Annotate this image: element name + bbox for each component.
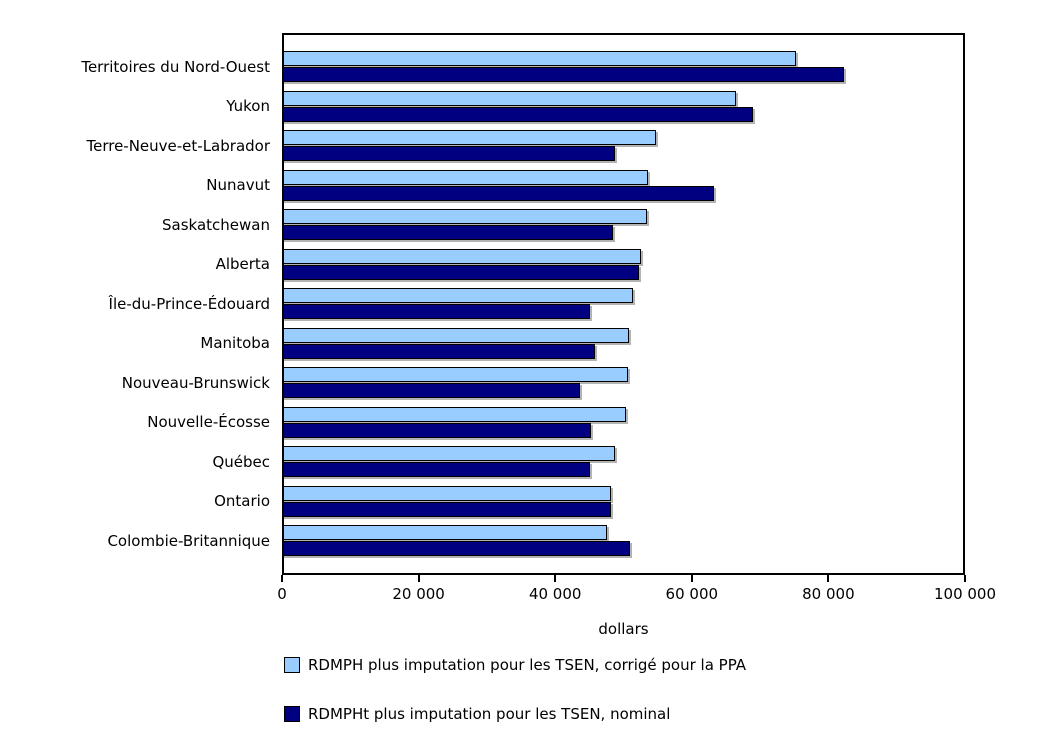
x-tick-mark xyxy=(281,575,283,582)
bar-ppa xyxy=(282,169,649,185)
category-label: Yukon xyxy=(226,97,270,115)
x-axis-title: dollars xyxy=(598,620,649,638)
category-bars xyxy=(282,406,965,438)
bar-ppa xyxy=(282,51,796,66)
x-tick-label: 0 xyxy=(277,585,287,603)
category-row: Nunavut xyxy=(0,169,965,201)
category-bars xyxy=(282,446,965,477)
category-row: Alberta xyxy=(0,248,965,280)
category-bars xyxy=(282,525,965,556)
category-row: Ontario xyxy=(0,485,965,517)
category-label: Colombie-Britannique xyxy=(107,531,270,550)
category-bars xyxy=(282,169,965,201)
bar-nominal xyxy=(282,106,753,122)
bar-nominal xyxy=(282,383,581,398)
category-label: Saskatchewan xyxy=(162,215,270,234)
category-row: Saskatchewan xyxy=(0,209,965,240)
x-tick-mark xyxy=(417,575,420,582)
category-label: Terre-Neuve-et-Labrador xyxy=(86,136,270,155)
bar-nominal xyxy=(282,264,640,280)
bar-nominal xyxy=(282,541,631,556)
category-row: Colombie-Britannique xyxy=(0,525,965,556)
category-row: Yukon xyxy=(0,90,965,122)
x-tick-mark xyxy=(690,575,693,582)
bar-nominal xyxy=(282,185,715,201)
category-row: Nouvelle-Écosse xyxy=(0,406,965,438)
category-bars xyxy=(282,248,965,280)
bar-ppa xyxy=(282,327,629,343)
category-row: Île-du-Prince-Édouard xyxy=(0,288,965,319)
category-bars xyxy=(282,367,965,398)
legend: RDMPH plus imputation pour les TSEN, cor… xyxy=(284,656,746,747)
category-label: Manitoba xyxy=(200,334,270,352)
bar-ppa xyxy=(282,130,657,145)
bar-nominal xyxy=(282,462,591,477)
bar-nominal xyxy=(282,67,845,82)
bar-nominal xyxy=(282,225,613,240)
bar-nominal xyxy=(282,501,612,517)
category-label: Île-du-Prince-Édouard xyxy=(108,294,270,313)
category-bars xyxy=(282,288,965,319)
category-label: Québec xyxy=(212,452,270,471)
category-bars xyxy=(282,51,965,82)
bar-ppa xyxy=(282,406,627,422)
bar-ppa xyxy=(282,367,628,382)
x-tick-mark xyxy=(964,575,966,582)
bar-ppa xyxy=(282,248,642,264)
bar-nominal xyxy=(282,422,591,438)
category-row: Manitoba xyxy=(0,327,965,359)
category-bars xyxy=(282,327,965,359)
x-tick-mark xyxy=(827,575,830,582)
legend-label-nominal: RDMPHt plus imputation pour les TSEN, no… xyxy=(308,704,671,723)
x-tick-label: 20 000 xyxy=(392,585,445,603)
category-row: Nouveau-Brunswick xyxy=(0,367,965,398)
x-tick-mark xyxy=(554,575,557,582)
legend-entry-nominal: RDMPHt plus imputation pour les TSEN, no… xyxy=(284,704,746,723)
bar-ppa xyxy=(282,90,736,106)
bar-ppa xyxy=(282,288,634,303)
bar-nominal xyxy=(282,146,615,161)
category-label: Territoires du Nord-Ouest xyxy=(81,57,270,76)
x-tick-label: 60 000 xyxy=(665,585,719,603)
category-label: Ontario xyxy=(214,492,270,510)
x-tick-label: 80 000 xyxy=(802,585,855,603)
legend-swatch-ppa xyxy=(284,656,300,673)
category-label: Nunavut xyxy=(206,176,270,194)
bar-ppa xyxy=(282,485,611,501)
category-bars xyxy=(282,90,965,122)
category-bars xyxy=(282,130,965,161)
x-tick-label: 100 000 xyxy=(933,585,997,603)
legend-swatch-nominal xyxy=(284,705,300,722)
bar-nominal xyxy=(282,343,595,359)
category-label: Nouvelle-Écosse xyxy=(147,413,270,431)
rows: Territoires du Nord-Ouest Yukon Terre-Ne… xyxy=(0,33,965,575)
bar-ppa xyxy=(282,525,608,540)
category-row: Terre-Neuve-et-Labrador xyxy=(0,130,965,161)
category-bars xyxy=(282,485,965,517)
bar-nominal xyxy=(282,304,591,319)
bar-ppa xyxy=(282,209,648,224)
category-row: Québec xyxy=(0,446,965,477)
category-bars xyxy=(282,209,965,240)
category-label: Alberta xyxy=(215,255,270,273)
bar-ppa xyxy=(282,446,616,461)
category-row: Territoires du Nord-Ouest xyxy=(0,51,965,82)
category-label: Nouveau-Brunswick xyxy=(121,373,270,392)
legend-entry-ppa: RDMPH plus imputation pour les TSEN, cor… xyxy=(284,655,747,674)
x-tick-label: 40 000 xyxy=(528,585,582,603)
legend-label-ppa: RDMPH plus imputation pour les TSEN, cor… xyxy=(308,655,747,674)
